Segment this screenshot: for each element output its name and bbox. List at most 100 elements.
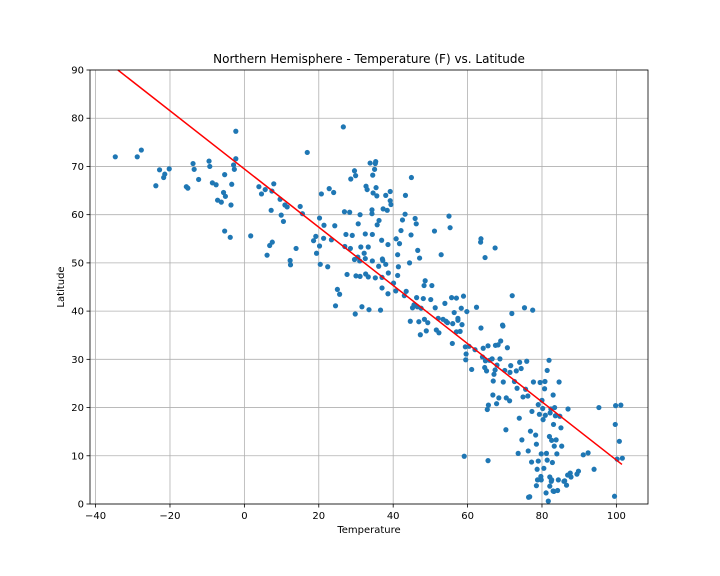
- x-tick-label: −20: [159, 511, 180, 522]
- data-point: [316, 243, 323, 249]
- data-point: [388, 201, 394, 208]
- data-point: [485, 458, 491, 464]
- x-tick-label: −40: [85, 511, 106, 522]
- data-point: [490, 392, 496, 398]
- data-point: [528, 459, 535, 465]
- data-point: [353, 173, 359, 179]
- data-point: [524, 358, 530, 364]
- data-point: [361, 250, 367, 256]
- x-tick-label: 20: [312, 511, 325, 522]
- data-point: [458, 305, 464, 311]
- x-axis-label: Temperature: [336, 525, 400, 536]
- data-point: [536, 411, 542, 417]
- data-point: [379, 237, 385, 243]
- data-point: [408, 174, 415, 181]
- data-point: [553, 437, 559, 443]
- y-tick-label: 30: [71, 355, 84, 366]
- data-point: [423, 328, 429, 334]
- data-point: [343, 231, 349, 238]
- data-point: [616, 438, 622, 444]
- data-point: [534, 466, 540, 472]
- data-point: [248, 233, 254, 239]
- data-point: [318, 191, 324, 197]
- data-point: [461, 453, 467, 459]
- data-point: [463, 357, 469, 363]
- data-point: [395, 252, 401, 258]
- data-point: [230, 162, 237, 168]
- data-point: [347, 245, 353, 252]
- data-point: [421, 282, 427, 289]
- data-point: [380, 257, 386, 264]
- data-point: [415, 247, 421, 253]
- data-point: [370, 190, 376, 196]
- data-point: [544, 367, 550, 374]
- data-point: [447, 225, 453, 231]
- data-point: [436, 330, 442, 336]
- data-point: [374, 193, 380, 199]
- data-point: [396, 241, 403, 247]
- data-point: [455, 315, 461, 321]
- data-point: [398, 227, 404, 234]
- data-point: [547, 410, 553, 416]
- data-point: [153, 183, 159, 189]
- data-point: [369, 258, 375, 264]
- data-point: [500, 379, 506, 385]
- data-point: [399, 217, 406, 223]
- data-point: [509, 310, 515, 317]
- data-point: [376, 263, 382, 269]
- data-point: [373, 159, 379, 165]
- data-point: [402, 211, 408, 217]
- data-point: [550, 392, 556, 398]
- data-point: [112, 154, 118, 160]
- data-point: [507, 369, 513, 375]
- data-point: [448, 295, 455, 301]
- data-point: [229, 181, 235, 187]
- data-point: [552, 404, 558, 411]
- data-point: [518, 365, 524, 372]
- data-point: [191, 166, 197, 172]
- data-point: [478, 236, 484, 242]
- data-point: [264, 252, 270, 258]
- data-point: [166, 166, 172, 172]
- data-point: [340, 124, 346, 130]
- plot-area-frame: [89, 69, 649, 505]
- data-point: [537, 379, 543, 386]
- data-point: [358, 244, 364, 250]
- data-point: [365, 244, 371, 250]
- axis-ticks: −40 −20 0 20 40 60 80 100 0 10 20 30 40 50 60 70 80 90: [71, 66, 626, 523]
- data-point: [525, 393, 531, 399]
- data-point: [438, 252, 444, 258]
- data-point: [535, 402, 541, 408]
- x-tick-label: 40: [387, 511, 400, 522]
- data-point: [344, 271, 350, 278]
- data-point: [316, 215, 323, 221]
- data-point: [429, 282, 435, 289]
- data-point: [491, 371, 497, 377]
- data-point: [422, 278, 428, 284]
- data-point: [580, 452, 586, 458]
- data-point: [384, 207, 390, 213]
- data-point: [464, 308, 470, 315]
- data-point: [268, 207, 274, 213]
- data-point: [321, 235, 327, 241]
- data-point: [258, 191, 265, 197]
- data-point: [451, 309, 457, 316]
- data-point: [367, 160, 373, 166]
- data-point: [372, 275, 378, 281]
- data-point: [463, 351, 469, 357]
- data-point: [504, 345, 510, 351]
- data-point: [492, 245, 498, 251]
- data-point: [473, 304, 480, 310]
- data-point: [540, 417, 546, 423]
- data-point: [533, 441, 540, 447]
- data-point: [190, 160, 196, 167]
- data-point: [156, 167, 163, 173]
- data-point: [362, 231, 368, 237]
- data-point: [562, 478, 568, 484]
- data-point: [357, 273, 363, 279]
- data-point: [222, 172, 228, 178]
- data-point: [485, 343, 491, 349]
- data-point: [269, 239, 275, 245]
- data-point: [552, 413, 558, 419]
